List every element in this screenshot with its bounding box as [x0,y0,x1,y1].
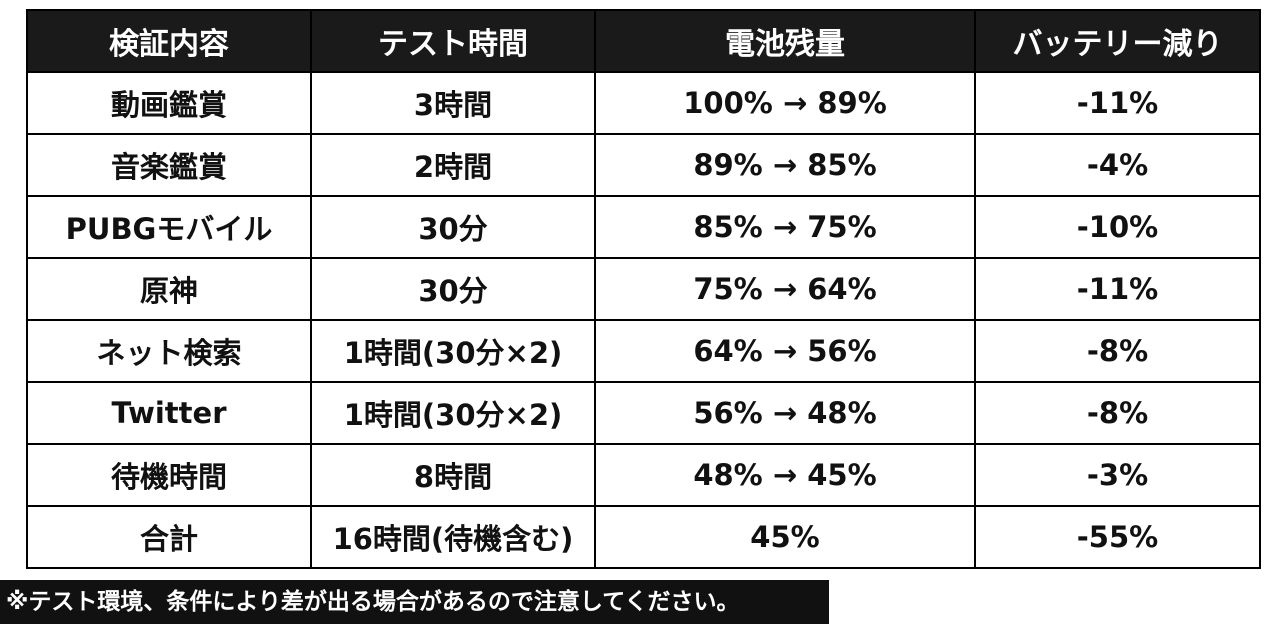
cell-battery-drain: -8% [974,381,1261,445]
cell-battery-drain: -11% [974,257,1261,321]
cell-battery-level: 100% → 89% [594,71,976,135]
cell-battery-drain: -11% [974,71,1261,135]
table-row-total: 合計 16時間(待機含む) 45% -55% [26,505,1261,569]
cell-test-content: 音楽鑑賞 [26,133,312,197]
header-battery-level: 電池残量 [594,9,976,73]
header-test-time: テスト時間 [310,9,596,73]
table-row: 待機時間 8時間 48% → 45% -3% [26,443,1261,507]
cell-test-content: PUBGモバイル [26,195,312,259]
cell-battery-level: 56% → 48% [594,381,976,445]
table-row: ネット検索 1時間(30分×2) 64% → 56% -8% [26,319,1261,383]
table-row: Twitter 1時間(30分×2) 56% → 48% -8% [26,381,1261,445]
header-test-content: 検証内容 [26,9,312,73]
cell-test-time: 8時間 [310,443,596,507]
disclaimer-note: ※テスト環境、条件により差が出る場合があるので注意してください。 [0,580,829,624]
cell-test-content: 待機時間 [26,443,312,507]
cell-battery-drain: -10% [974,195,1261,259]
cell-test-content: 原神 [26,257,312,321]
cell-battery-level: 85% → 75% [594,195,976,259]
table-row: 動画鑑賞 3時間 100% → 89% -11% [26,71,1261,135]
cell-battery-drain: -8% [974,319,1261,383]
table-body: 動画鑑賞 3時間 100% → 89% -11% 音楽鑑賞 2時間 89% → … [26,71,1261,569]
cell-battery-drain: -3% [974,443,1261,507]
cell-test-time: 16時間(待機含む) [310,505,596,569]
header-row: 検証内容 テスト時間 電池残量 バッテリー減り [26,9,1261,73]
cell-test-content: ネット検索 [26,319,312,383]
cell-test-time: 30分 [310,195,596,259]
cell-test-content: Twitter [26,381,312,445]
battery-test-table: 検証内容 テスト時間 電池残量 バッテリー減り 動画鑑賞 3時間 100% → … [26,9,1261,569]
cell-test-time: 1時間(30分×2) [310,319,596,383]
cell-battery-level: 89% → 85% [594,133,976,197]
table-row: 原神 30分 75% → 64% -11% [26,257,1261,321]
cell-test-time: 30分 [310,257,596,321]
cell-battery-level: 48% → 45% [594,443,976,507]
table-header: 検証内容 テスト時間 電池残量 バッテリー減り [26,9,1261,73]
cell-battery-drain: -55% [974,505,1261,569]
table-row: 音楽鑑賞 2時間 89% → 85% -4% [26,133,1261,197]
cell-battery-level: 45% [594,505,976,569]
cell-battery-drain: -4% [974,133,1261,197]
cell-test-time: 3時間 [310,71,596,135]
table-row: PUBGモバイル 30分 85% → 75% -10% [26,195,1261,259]
header-battery-drain: バッテリー減り [974,9,1261,73]
cell-test-time: 1時間(30分×2) [310,381,596,445]
cell-test-time: 2時間 [310,133,596,197]
cell-test-content: 動画鑑賞 [26,71,312,135]
cell-battery-level: 64% → 56% [594,319,976,383]
cell-test-content: 合計 [26,505,312,569]
cell-battery-level: 75% → 64% [594,257,976,321]
